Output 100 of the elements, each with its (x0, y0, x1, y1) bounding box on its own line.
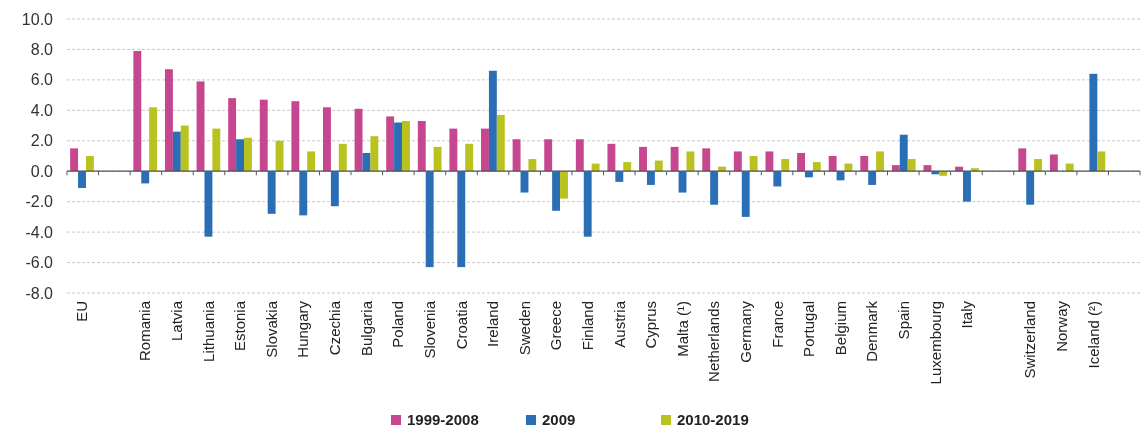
x-tick-label: Poland (389, 301, 407, 348)
x-tick-label: Estonia (231, 300, 249, 352)
bar (560, 171, 568, 199)
legend-label: 1999-2008 (407, 411, 479, 428)
x-tick-label: Latvia (168, 300, 186, 342)
y-tick-label: -8.0 (25, 284, 54, 302)
bar (575, 139, 584, 172)
bar (267, 171, 276, 214)
x-tick-label: Cyprus (642, 301, 660, 349)
x-tick-label: Sweden (515, 301, 533, 356)
bar (702, 148, 711, 172)
bar (741, 171, 750, 217)
bar (860, 156, 869, 172)
bar (465, 143, 474, 172)
bar (164, 69, 173, 172)
x-tick-label: Germany (736, 300, 754, 363)
y-tick-label: -6.0 (25, 254, 54, 272)
x-tick-label: Norway (1053, 300, 1071, 352)
bar (417, 120, 426, 172)
bar (141, 171, 150, 184)
bar (970, 168, 979, 172)
bar (70, 148, 79, 172)
bar (149, 107, 158, 172)
x-tick-label: Bulgaria (357, 300, 375, 357)
bar (307, 151, 316, 172)
bar (386, 116, 395, 172)
bar (639, 146, 647, 172)
bar (291, 101, 300, 172)
bar (583, 171, 592, 237)
x-tick-label: Italy (958, 300, 976, 329)
x-tick-label: Luxembourg (926, 301, 944, 385)
bar (243, 137, 252, 172)
bar (1049, 154, 1058, 172)
bar (615, 171, 624, 182)
bar (228, 98, 237, 172)
legend-label: 2010-2019 (677, 411, 749, 428)
bar (812, 162, 821, 172)
legend-label: 2009 (542, 411, 576, 428)
x-tick-label: Spain (895, 301, 912, 340)
y-tick-label: 10.0 (21, 10, 54, 28)
bar (204, 171, 213, 237)
bar (394, 122, 403, 172)
bar (488, 70, 497, 172)
bar (78, 171, 86, 188)
y-tick-label: 4.0 (30, 101, 54, 119)
y-tick-label: 6.0 (30, 71, 54, 89)
bar (623, 162, 632, 172)
x-tick-label: Switzerland (1021, 301, 1039, 379)
bar (765, 151, 774, 172)
x-tick-label: Greece (547, 301, 565, 351)
bar (646, 171, 655, 185)
bar (686, 151, 695, 172)
bar (402, 120, 410, 172)
bar (670, 146, 679, 172)
bar (899, 134, 908, 172)
bar (496, 114, 505, 172)
x-tick-label: Finland (578, 301, 596, 351)
bar (1089, 73, 1098, 172)
x-tick-label: Ireland (484, 301, 502, 347)
bar (876, 151, 884, 172)
bar (654, 160, 663, 172)
bar (1097, 151, 1106, 172)
y-tick-label: 2.0 (30, 132, 54, 150)
x-tick-label: Croatia (452, 300, 470, 350)
bar (259, 99, 268, 172)
x-tick-label: Netherlands (705, 301, 723, 382)
bar (891, 165, 900, 172)
bar (1026, 171, 1035, 205)
bar (133, 50, 142, 172)
bar (844, 163, 853, 172)
bar (544, 139, 553, 172)
bar (433, 146, 442, 172)
bar (1018, 148, 1027, 172)
bar (907, 159, 916, 172)
x-tick-label: Denmark (863, 300, 881, 362)
bar (299, 171, 308, 216)
bar (528, 159, 537, 172)
bar (457, 171, 466, 268)
x-tick-label: Slovakia (262, 300, 280, 358)
y-tick-label: -4.0 (25, 223, 54, 241)
x-tick-label: EU (73, 301, 91, 322)
bar (1065, 163, 1074, 172)
x-tick-label: France (768, 301, 786, 348)
x-tick-label: Romania (136, 300, 154, 362)
bar (323, 107, 331, 172)
bar (733, 151, 742, 172)
x-tick-label: Hungary (294, 300, 312, 358)
x-tick-label: Malta (¹) (673, 301, 691, 357)
bar (338, 143, 347, 172)
bar (180, 125, 189, 172)
bar (236, 139, 244, 172)
bar (963, 171, 971, 202)
bar (172, 131, 181, 172)
y-tick-label: -2.0 (25, 193, 54, 211)
y-tick-label: 8.0 (30, 41, 54, 59)
bar (354, 108, 363, 172)
bar (749, 156, 758, 172)
bar (868, 171, 877, 185)
bar (425, 171, 434, 268)
bar (773, 171, 782, 187)
